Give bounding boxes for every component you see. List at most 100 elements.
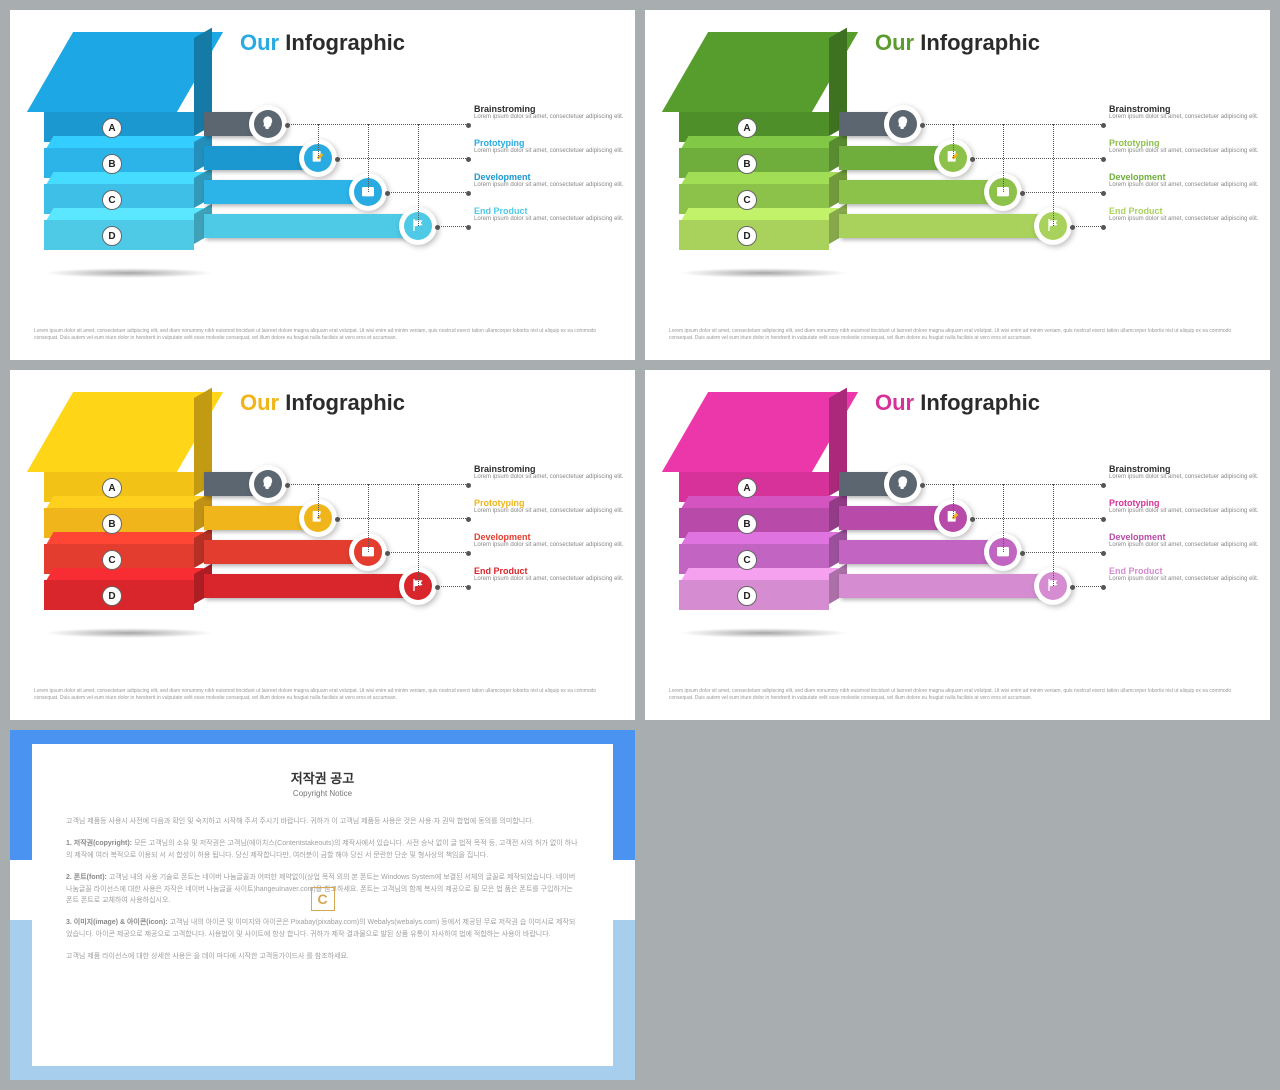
title-main: Infographic [920, 30, 1040, 55]
item-label-0: BrainstromingLorem ipsum dolor sit amet,… [474, 464, 624, 482]
layer-letter: B [737, 154, 757, 174]
cube-layer-D: D [679, 568, 829, 608]
cube-layer-B: B [44, 136, 194, 176]
head-icon [260, 115, 276, 134]
item-subtext: Lorem ipsum dolor sit amet, consectetuer… [1109, 576, 1259, 584]
cr-p5: 고객님 제품 라이선스에 대한 상세한 사용은 을 데이 마다에 시작한 고객등… [66, 951, 579, 963]
item-label-3: End ProductLorem ipsum dolor sit amet, c… [474, 206, 624, 224]
layer-letter: C [737, 190, 757, 210]
connector-v [953, 484, 954, 518]
shadow [679, 268, 849, 278]
cube-layer-B: B [679, 496, 829, 536]
connector-v [1003, 124, 1004, 192]
item-label-0: BrainstromingLorem ipsum dolor sit amet,… [474, 104, 624, 122]
item-label-3: End ProductLorem ipsum dolor sit amet, c… [474, 566, 624, 584]
layer-letter: A [737, 118, 757, 138]
infographic-slide-2: Our InfographicABCDBrainstromingLorem ip… [10, 370, 635, 720]
item-subtext: Lorem ipsum dolor sit amet, consectetuer… [474, 148, 624, 156]
item-title: Prototyping [474, 138, 624, 148]
layer-letter: D [737, 226, 757, 246]
title-main: Infographic [285, 30, 405, 55]
connector [288, 124, 468, 125]
layer-letter: D [737, 586, 757, 606]
layer-letter: B [737, 514, 757, 534]
item-subtext: Lorem ipsum dolor sit amet, consectetuer… [474, 576, 624, 584]
item-title: Prototyping [1109, 498, 1259, 508]
cr-p4: 3. 이미지(image) & 아이콘(icon): 고객님 내의 아이콘 및 … [66, 917, 579, 941]
connector [1073, 586, 1103, 587]
layer-letter: A [737, 478, 757, 498]
layer-letter: B [102, 514, 122, 534]
item-label-1: PrototypingLorem ipsum dolor sit amet, c… [1109, 498, 1259, 516]
cube-layer-A: A [44, 100, 194, 140]
layer-letter: D [102, 586, 122, 606]
connector [338, 158, 468, 159]
infographic-slide-0: Our Infographic ABCDBrainstromingLorem ip… [10, 10, 635, 360]
item-subtext: Lorem ipsum dolor sit amet, consectetuer… [1109, 114, 1259, 122]
head-icon [895, 115, 911, 134]
connector-v [418, 124, 419, 226]
cube-stack: ABCD [34, 440, 234, 630]
item-title: End Product [474, 566, 624, 576]
info-body: ABCDBrainstromingLorem ipsum dolor sit a… [669, 430, 1246, 650]
item-title: Brainstroming [1109, 464, 1259, 474]
info-body: ABCDBrainstromingLorem ipsum dolor sit a… [669, 70, 1246, 290]
item-label-3: End ProductLorem ipsum dolor sit amet, c… [1109, 566, 1259, 584]
footer-text: Lorem ipsum dolor sit amet, consectetuer… [669, 688, 1246, 702]
item-label-2: DevelopmentLorem ipsum dolor sit amet, c… [1109, 172, 1259, 190]
cube-layer-A: A [679, 100, 829, 140]
cr-title: 저작권 공고 [66, 768, 579, 787]
item-subtext: Lorem ipsum dolor sit amet, consectetuer… [474, 542, 624, 550]
title-accent: Our [240, 30, 279, 55]
cube-layer-B: B [679, 136, 829, 176]
shadow [44, 628, 214, 638]
connector [438, 226, 468, 227]
item-subtext: Lorem ipsum dolor sit amet, consectetuer… [1109, 474, 1259, 482]
connector [923, 484, 1103, 485]
item-title: Prototyping [474, 498, 624, 508]
connector [923, 124, 1103, 125]
layer-letter: C [102, 550, 122, 570]
item-title: Brainstroming [474, 464, 624, 474]
title-accent: Our [240, 390, 279, 415]
cr-p2: 1. 저작권(copyright): 모든 고객님의 소유 및 저작권은 고객님… [66, 838, 579, 862]
shadow [44, 268, 214, 278]
item-subtext: Lorem ipsum dolor sit amet, consectetuer… [1109, 182, 1259, 190]
layer-letter: C [737, 550, 757, 570]
item-label-1: PrototypingLorem ipsum dolor sit amet, c… [1109, 138, 1259, 156]
connector-v [953, 124, 954, 158]
item-label-0: BrainstromingLorem ipsum dolor sit amet,… [1109, 464, 1259, 482]
item-label-3: End ProductLorem ipsum dolor sit amet, c… [1109, 206, 1259, 224]
cube-layer-D: D [44, 568, 194, 608]
info-body: ABCDBrainstromingLorem ipsum dolor sit a… [34, 70, 611, 290]
title-main: Infographic [285, 390, 405, 415]
connector [1023, 192, 1103, 193]
connector [973, 158, 1103, 159]
item-subtext: Lorem ipsum dolor sit amet, consectetuer… [474, 508, 624, 516]
item-label-2: DevelopmentLorem ipsum dolor sit amet, c… [474, 532, 624, 550]
item-title: Prototyping [1109, 138, 1259, 148]
item-title: Brainstroming [1109, 104, 1259, 114]
ribbon-icon-circle [884, 105, 922, 143]
connector [438, 586, 468, 587]
title-accent: Our [875, 30, 914, 55]
connector [388, 192, 468, 193]
item-subtext: Lorem ipsum dolor sit amet, consectetuer… [1109, 508, 1259, 516]
connector-v [418, 484, 419, 586]
cube-stack: ABCD [669, 80, 869, 270]
infographic-slide-3: Our InfographicABCDBrainstromingLorem ip… [645, 370, 1270, 720]
connector-v [318, 484, 319, 518]
item-subtext: Lorem ipsum dolor sit amet, consectetuer… [1109, 216, 1259, 224]
item-label-0: BrainstromingLorem ipsum dolor sit amet,… [1109, 104, 1259, 122]
connector-v [368, 124, 369, 192]
layer-letter: C [102, 190, 122, 210]
item-title: Development [1109, 172, 1259, 182]
connector [1073, 226, 1103, 227]
item-subtext: Lorem ipsum dolor sit amet, consectetuer… [474, 114, 624, 122]
connector [338, 518, 468, 519]
cube-layer-C: C [44, 172, 194, 212]
cr-content: 저작권 공고 Copyright Notice 고객님 제품등 사용시 사전에 … [32, 744, 613, 1066]
cube-layer-A: A [679, 460, 829, 500]
item-title: End Product [1109, 566, 1259, 576]
head-icon [895, 475, 911, 494]
